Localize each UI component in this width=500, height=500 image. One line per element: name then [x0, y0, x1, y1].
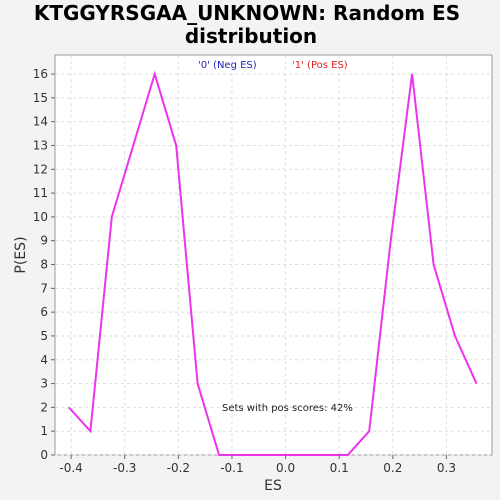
- y-tick-label: 0: [40, 448, 48, 462]
- y-axis-label: P(ES): [13, 236, 29, 273]
- plot-area: [54, 54, 493, 456]
- y-tick-label: 2: [40, 400, 48, 414]
- y-tick-label: 5: [40, 329, 48, 343]
- y-tick-label: 4: [40, 353, 48, 367]
- y-tick-label: 1: [40, 424, 48, 438]
- y-tick-label: 8: [40, 258, 48, 272]
- y-tick-label: 6: [40, 305, 48, 319]
- x-tick-label: -0.4: [59, 461, 82, 475]
- x-tick-label: -0.3: [113, 461, 136, 475]
- y-tick-label: 3: [40, 377, 48, 391]
- grid: [55, 55, 492, 456]
- y-tick-label: 16: [33, 67, 48, 81]
- y-tick-label: 11: [33, 186, 48, 200]
- chart-title-line2: distribution: [185, 24, 317, 48]
- series-line: [68, 70, 478, 456]
- y-tick-label: 12: [33, 162, 48, 176]
- y-tick-label: 10: [33, 210, 48, 224]
- legend-neg-es: '0' (Neg ES): [198, 60, 257, 71]
- y-tick-label: 13: [33, 138, 48, 152]
- x-tick-label: -0.2: [167, 461, 190, 475]
- x-tick-label: 0.1: [330, 461, 349, 475]
- x-tick-label: -0.1: [220, 461, 243, 475]
- legend-pos-es: '1' (Pos ES): [292, 60, 348, 71]
- y-tick-label: 14: [33, 115, 48, 129]
- x-tick-label: 0.2: [383, 461, 402, 475]
- y-tick-label: 7: [40, 281, 48, 295]
- x-tick-label: 0.0: [276, 461, 295, 475]
- series-group: [68, 70, 478, 456]
- chart-title-line1: KTGGYRSGAA_UNKNOWN: Random ES: [34, 1, 460, 25]
- x-tick-label: 0.3: [437, 461, 456, 475]
- y-tick-label: 9: [40, 234, 48, 248]
- x-axis-label: ES: [264, 478, 282, 494]
- pos-score-annotation: Sets with pos scores: 42%: [222, 403, 353, 414]
- y-tick-label: 15: [33, 91, 48, 105]
